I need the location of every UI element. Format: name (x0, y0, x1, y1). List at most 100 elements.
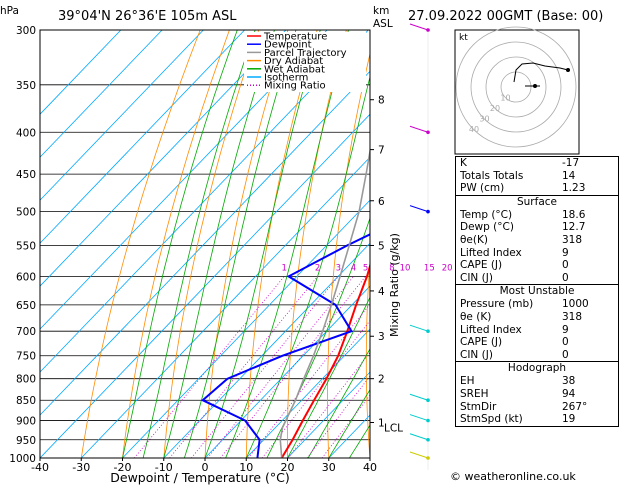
isotherm (245, 328, 370, 458)
pressure-tick-label: 450 (16, 169, 36, 181)
hodograph-param-label: StmDir (460, 400, 497, 413)
legend-entry: Parcel Trajectory (264, 48, 347, 59)
surface-label: CAPE (J) (460, 259, 503, 272)
mixing-ratio-line (321, 394, 370, 458)
index-row: PW (cm) 1.23 (456, 182, 618, 195)
isotherm (40, 30, 163, 158)
wet-adiabat (245, 75, 370, 458)
wind-barb (409, 451, 429, 459)
hodograph-param-label: StmSpd (kt) (460, 413, 523, 426)
mixing-ratio-label: 4 (351, 263, 356, 273)
km-tick-label: 7 (378, 145, 385, 157)
wind-barb (409, 324, 429, 332)
isotherm (122, 199, 370, 458)
surface-row: CAPE (J) 0 (456, 259, 618, 272)
x-tick-label: 40 (363, 461, 377, 474)
most-unstable-row: Lifted Index 9 (456, 324, 618, 337)
location-title: 39°04'N 26°36'E 105m ASL (58, 9, 237, 24)
hodograph-endpoint (566, 68, 570, 72)
pressure-tick-label: 1000 (9, 453, 36, 465)
wet-adiabat (287, 296, 370, 458)
surface-title: Surface (516, 195, 557, 208)
mixing-ratio-line (169, 276, 318, 458)
wet-adiabat (142, 30, 256, 458)
pressure-tick-label: 700 (16, 326, 36, 338)
mixing-ratio-label: 1 (282, 263, 287, 273)
isotherm (40, 113, 370, 458)
asl-label: ASL (373, 18, 393, 30)
hodograph-param-value: 19 (562, 413, 576, 426)
most-unstable-label: Pressure (mb) (460, 298, 534, 311)
most-unstable-label: CIN (J) (460, 348, 493, 361)
wind-barb (409, 125, 429, 133)
index-value: 14 (562, 169, 576, 182)
mixing-ratio-line (191, 276, 339, 458)
isotherm (40, 30, 122, 115)
legend-box (244, 32, 366, 92)
hodograph-trace (513, 62, 569, 83)
hodograph-ring (485, 56, 547, 118)
wet-adiabat (204, 30, 321, 458)
km-tick-label: 1 (378, 418, 385, 430)
x-axis-label: Dewpoint / Temperature (°C) (110, 470, 289, 485)
hodograph-ring-label: 30 (479, 115, 489, 124)
x-tick-label: 30 (322, 461, 336, 474)
most-unstable-label: CAPE (J) (460, 336, 503, 349)
legend-entry: Isotherm (264, 73, 308, 84)
legend-entry: Temperature (263, 32, 327, 43)
dry-adiabat (404, 30, 434, 458)
pressure-tick-label: 900 (16, 416, 36, 428)
wet-adiabat (184, 30, 297, 458)
hodograph-ring-label: 40 (469, 125, 479, 134)
mixing-ratio-label: 15 (424, 263, 435, 273)
x-tick-label: -10 (155, 461, 173, 474)
mixing-ratio-label: 20 (442, 263, 453, 273)
surface-label: Temp (°C) (460, 208, 513, 221)
indices-panel: K -17 Totals Totals 14 PW (cm) 1.23 Surface T… (455, 156, 619, 427)
most-unstable-value: 318 (562, 310, 583, 323)
series-line-temperature (280, 262, 370, 458)
surface-value: 318 (562, 233, 583, 246)
dry-adiabat (80, 30, 201, 458)
surface-row: Dewp (°C) 12.7 (456, 221, 618, 234)
most-unstable-value: 1000 (562, 298, 589, 311)
lcl-label: LCL (384, 423, 403, 435)
hodograph-unit: kt (459, 33, 468, 43)
surface-label: θe(K) (460, 233, 488, 246)
legend-entry: Dry Adiabat (264, 56, 323, 67)
index-label: Totals Totals (460, 169, 524, 182)
legend-entry: Wet Adiabat (264, 64, 325, 75)
x-tick-label: -40 (31, 461, 49, 474)
plot-frame (39, 29, 371, 459)
pressure-tick-label: 800 (16, 374, 36, 386)
hodograph-param-label: SREH (460, 387, 489, 400)
hpa-label: hPa (0, 5, 19, 17)
mixing-ratio-axis-label: Mixing Ratio (g/kg) (388, 233, 401, 337)
series-line-dewpoint (200, 233, 370, 458)
pressure-tick-label: 950 (16, 435, 36, 447)
mixing-ratio-label: 5 (363, 263, 368, 273)
wind-barb-dot (426, 209, 430, 214)
mixing-ratio-label: 8 (389, 263, 394, 273)
wet-adiabat (122, 30, 238, 458)
most-unstable-label: Lifted Index (460, 323, 522, 336)
surface-value: 0 (562, 259, 569, 272)
wind-barb-dot (426, 398, 430, 403)
wind-barb (409, 433, 429, 441)
surface-value: 9 (562, 246, 569, 259)
km-tick-label: 3 (378, 331, 385, 343)
wind-barb-dot (426, 437, 430, 442)
pressure-tick-label: 500 (16, 207, 36, 219)
hodograph-param-row: StmDir 267° (456, 401, 618, 414)
isotherm (40, 30, 287, 287)
hodograph-param-value: 94 (562, 387, 576, 400)
km-tick-label: 2 (378, 374, 385, 386)
isotherm (40, 70, 370, 416)
wind-barb-dot (426, 28, 430, 32)
x-tick-label: -30 (72, 461, 90, 474)
x-tick-label: 10 (239, 461, 253, 474)
surface-box: Surface Temp (°C) 18.6 Dewp (°C) 12.7 θe(K) 3… (456, 194, 618, 285)
dry-adiabat (122, 30, 230, 458)
x-tick-label: 0 (202, 461, 209, 474)
